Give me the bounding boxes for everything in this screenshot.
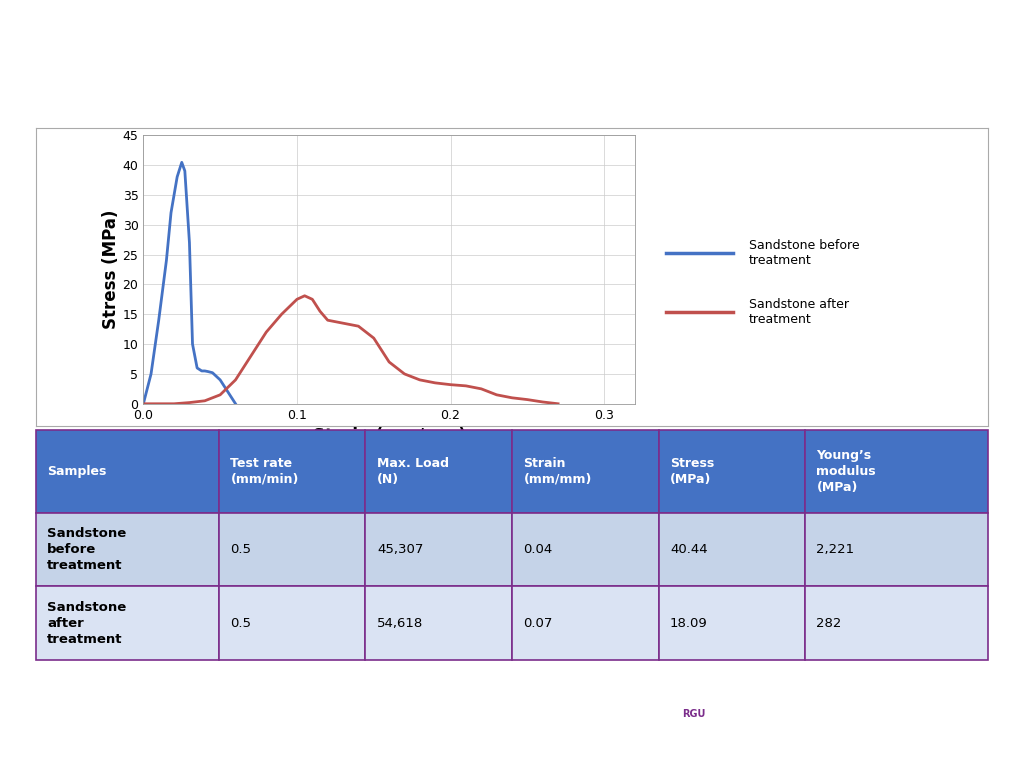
Text: 54,618: 54,618 bbox=[377, 617, 423, 630]
Text: Sandstone
after
treatment: Sandstone after treatment bbox=[47, 601, 127, 646]
FancyBboxPatch shape bbox=[219, 430, 366, 513]
FancyBboxPatch shape bbox=[512, 430, 658, 513]
Text: Mechanical Test – Failure effects chemically treated: Mechanical Test – Failure effects chemic… bbox=[137, 31, 887, 60]
Y-axis label: Stress (MPa): Stress (MPa) bbox=[101, 210, 120, 329]
Text: Max. Load
(N): Max. Load (N) bbox=[377, 457, 449, 486]
Text: 0.5: 0.5 bbox=[230, 543, 252, 556]
FancyBboxPatch shape bbox=[366, 430, 512, 513]
Text: Sandstone after
treatment: Sandstone after treatment bbox=[749, 299, 849, 326]
Text: 0.5: 0.5 bbox=[230, 617, 252, 630]
FancyBboxPatch shape bbox=[805, 513, 988, 587]
Text: Stress
(MPa): Stress (MPa) bbox=[670, 457, 714, 486]
FancyBboxPatch shape bbox=[658, 513, 805, 587]
FancyBboxPatch shape bbox=[512, 513, 658, 587]
FancyBboxPatch shape bbox=[36, 430, 219, 513]
X-axis label: Strain (mm/mm): Strain (mm/mm) bbox=[312, 427, 466, 445]
Text: Young’s
modulus
(MPa): Young’s modulus (MPa) bbox=[816, 449, 877, 494]
FancyBboxPatch shape bbox=[805, 430, 988, 513]
FancyBboxPatch shape bbox=[512, 587, 658, 660]
Text: 0.07: 0.07 bbox=[523, 617, 553, 630]
FancyBboxPatch shape bbox=[36, 513, 219, 587]
Text: RGU: RGU bbox=[682, 709, 706, 719]
Text: 45,307: 45,307 bbox=[377, 543, 423, 556]
Text: 282: 282 bbox=[816, 617, 842, 630]
Text: Test rate
(mm/min): Test rate (mm/min) bbox=[230, 457, 299, 486]
FancyBboxPatch shape bbox=[366, 587, 512, 660]
FancyBboxPatch shape bbox=[366, 513, 512, 587]
Text: Samples: Samples bbox=[47, 465, 106, 478]
Bar bbox=[650, 669, 737, 760]
Text: 0.04: 0.04 bbox=[523, 543, 553, 556]
Text: 40.44: 40.44 bbox=[670, 543, 708, 556]
FancyBboxPatch shape bbox=[805, 587, 988, 660]
FancyBboxPatch shape bbox=[219, 513, 366, 587]
FancyBboxPatch shape bbox=[658, 587, 805, 660]
Text: UNIVERSITY ABERDEEN: UNIVERSITY ABERDEEN bbox=[753, 730, 952, 745]
Text: sandstone: sandstone bbox=[436, 80, 588, 108]
Text: Sandstone before
treatment: Sandstone before treatment bbox=[749, 239, 859, 266]
FancyBboxPatch shape bbox=[36, 587, 219, 660]
Text: Sandstone
before
treatment: Sandstone before treatment bbox=[47, 527, 127, 572]
Text: 18.09: 18.09 bbox=[670, 617, 708, 630]
Text: ROBERT GORDON: ROBERT GORDON bbox=[753, 691, 956, 711]
Text: Strain
(mm/mm): Strain (mm/mm) bbox=[523, 457, 592, 486]
FancyBboxPatch shape bbox=[658, 430, 805, 513]
FancyBboxPatch shape bbox=[219, 587, 366, 660]
Text: 2,221: 2,221 bbox=[816, 543, 855, 556]
